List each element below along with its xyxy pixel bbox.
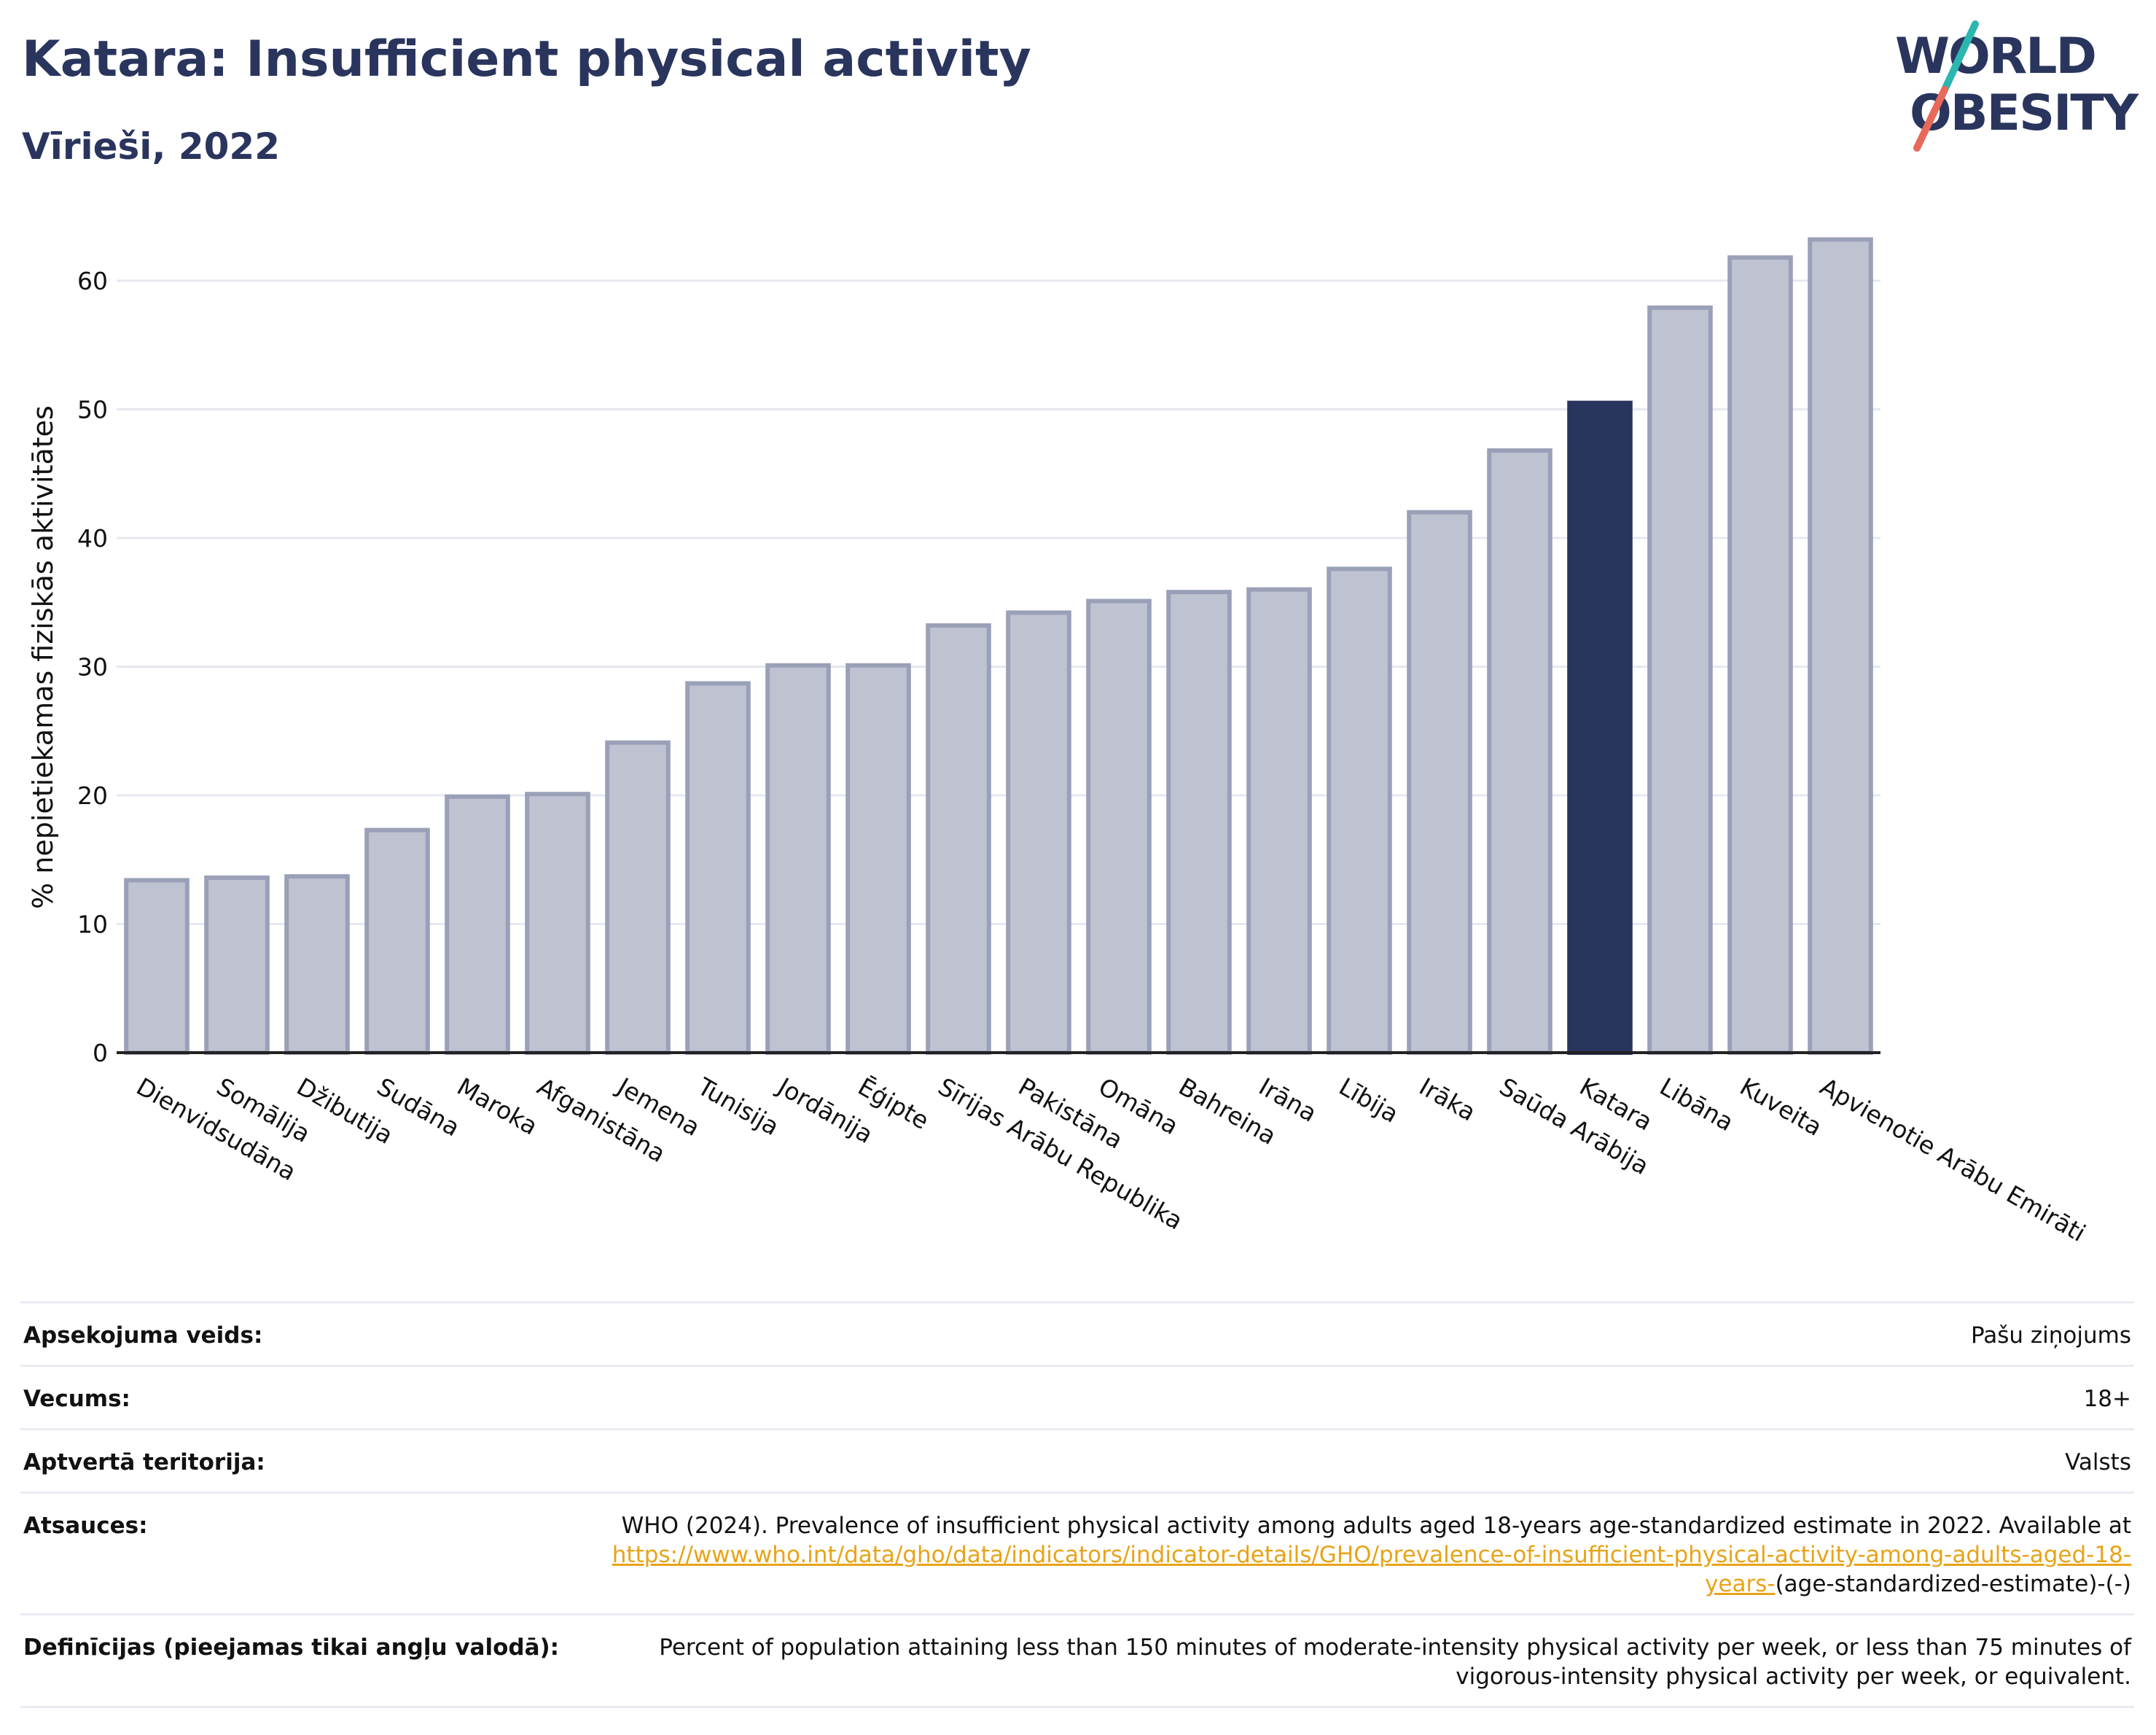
bar[interactable] [1808,237,1873,1055]
info-label: Definīcijas (pieejamas tikai angļu valod… [20,1613,580,1708]
bar[interactable] [1246,587,1312,1055]
x-tick-label: Apvienotie Arābu Emirāti [1816,1072,2090,1247]
info-value: Pašu ziņojums [580,1301,2134,1366]
chart-title: Katara: Insufficient physical activity [22,31,1031,88]
info-row-coverage: Aptvertā teritorija: Valsts [20,1428,2134,1493]
y-tick-label: 50 [77,396,108,424]
chart-subtitle: Vīrieši, 2022 [22,125,281,168]
logo-slash-coral [1913,86,1948,152]
y-axis-label: % nepietiekamas fiziskās aktivitātes [27,405,59,909]
source-suffix: (age-standardized-estimate)-(-) [1775,1571,2131,1597]
info-label: Atsauces: [20,1492,580,1615]
source-link[interactable]: https://www.who.int/data/gho/data/indica… [612,1542,2131,1597]
y-tick-label: 10 [77,911,108,939]
info-label: Aptvertā teritorija: [20,1428,580,1493]
info-label: Apsekojuma veids: [20,1301,580,1366]
y-tick-label: 60 [77,267,108,295]
y-tick-label: 30 [77,653,108,682]
bar[interactable] [1647,305,1713,1055]
bar[interactable] [364,827,430,1056]
x-tick-labels: DienvidsudānaSomālijaDžibutijaSudānaMaro… [132,1072,2090,1247]
world-obesity-logo: WORLD OBESITY [1895,20,2141,152]
bars [124,237,1873,1056]
info-row-source: Atsauces: WHO (2024). Prevalence of insu… [20,1492,2134,1615]
x-tick-label: Libāna [1655,1072,1739,1137]
bar-chart: 0 10 20 30 40 50 60 DienvidsudānaSomālijaDžibu… [27,237,2090,1247]
x-tick-label: Irāka [1415,1072,1481,1127]
bar[interactable] [1487,448,1552,1055]
info-row-survey: Apsekojuma veids: Pašu ziņojums [20,1301,2134,1366]
bar[interactable] [1166,590,1232,1055]
bar[interactable] [204,875,270,1055]
bar[interactable] [1006,610,1071,1055]
source-text: WHO (2024). Prevalence of insufficient p… [621,1513,2131,1539]
bar[interactable] [445,794,510,1055]
y-tick-label: 40 [77,524,108,553]
bar[interactable] [926,623,991,1055]
info-value: 18+ [580,1365,2134,1430]
x-tick-label: Lībija [1335,1072,1404,1128]
y-tick-label: 0 [93,1039,108,1067]
bar[interactable] [1567,400,1633,1055]
x-tick-label: Maroka [453,1072,543,1141]
bar[interactable] [284,874,350,1055]
info-value: Valsts [580,1428,2134,1493]
bar[interactable] [525,792,590,1055]
bar[interactable] [124,878,190,1055]
info-row-age: Vecums: 18+ [20,1365,2134,1430]
logo-slash-teal [1941,20,1979,93]
definition-value: Percent of population attaining less tha… [580,1613,2134,1708]
info-row-definition: Definīcijas (pieejamas tikai angļu valod… [20,1613,2134,1708]
info-table: Apsekojuma veids: Pašu ziņojums Vecums: … [20,1301,2134,1708]
logo-text-world: WORLD [1895,28,2096,85]
bar[interactable] [1407,510,1472,1055]
bar[interactable] [845,663,911,1055]
bar[interactable] [605,740,671,1055]
source-value: WHO (2024). Prevalence of insufficient p… [580,1492,2134,1615]
y-tick-labels: 0 10 20 30 40 50 60 [77,267,108,1067]
bar[interactable] [685,681,751,1055]
info-label: Vecums: [20,1365,580,1430]
x-tick-label: Tunisija [692,1072,784,1141]
logo-text-obesity: OBESITY [1910,85,2139,142]
y-tick-label: 20 [77,781,108,810]
bar[interactable] [1727,255,1793,1056]
bar[interactable] [1086,599,1152,1055]
x-tick-label: Kuveita [1735,1072,1827,1142]
bar[interactable] [765,663,831,1055]
bar[interactable] [1327,566,1392,1055]
